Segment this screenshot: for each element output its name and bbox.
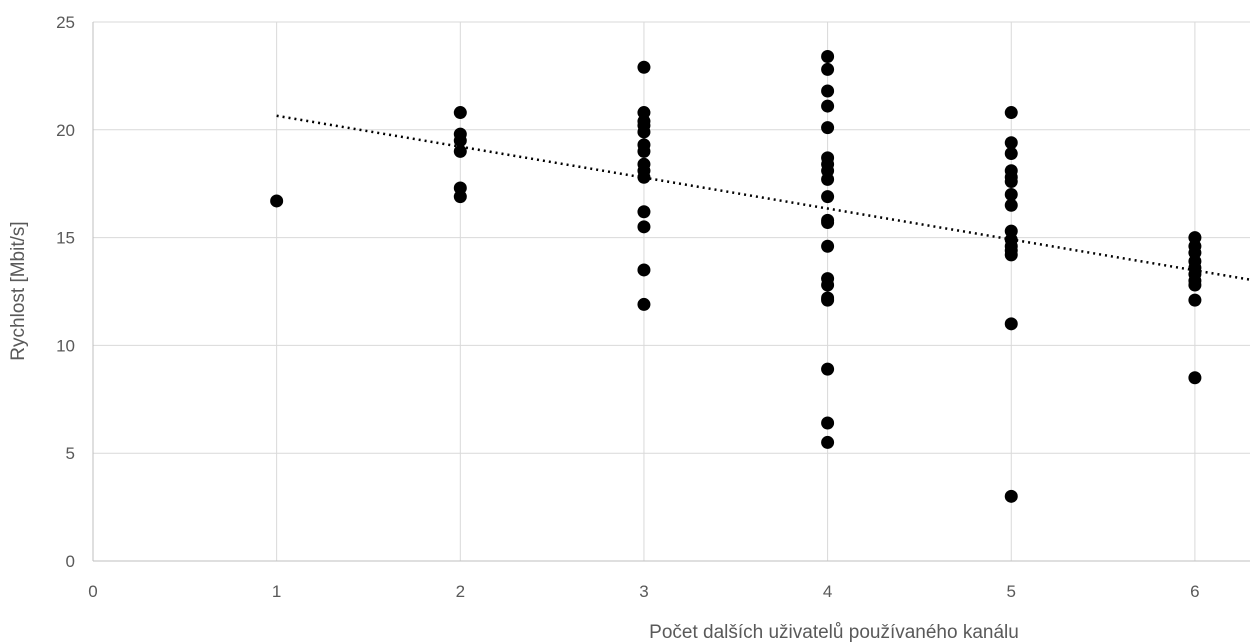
data-point	[821, 190, 835, 204]
x-tick-label: 3	[639, 582, 648, 601]
data-point	[1004, 147, 1018, 161]
data-point	[1188, 293, 1202, 307]
x-tick-label: 5	[1007, 582, 1016, 601]
data-point	[821, 62, 835, 76]
data-point	[821, 172, 835, 186]
data-point	[453, 190, 467, 204]
data-point	[1188, 278, 1202, 292]
data-point	[1004, 248, 1018, 262]
data-point	[1188, 371, 1202, 385]
data-point	[821, 416, 835, 430]
x-tick-label: 0	[88, 582, 97, 601]
y-tick-label: 5	[66, 444, 75, 463]
axes	[92, 22, 1250, 562]
data-point	[1004, 198, 1018, 212]
y-axis-title: Rychlost [Mbit/s]	[8, 221, 29, 360]
data-point	[453, 134, 467, 148]
data-point	[637, 205, 651, 219]
data-point	[1004, 175, 1018, 189]
x-axis-title: Počet dalších uživatelů používaného kaná…	[649, 622, 1019, 643]
data-point	[637, 220, 651, 234]
data-point	[821, 278, 835, 292]
x-tick-label: 1	[272, 582, 281, 601]
data-point	[637, 125, 651, 139]
y-tick-label: 0	[66, 552, 75, 571]
data-point	[637, 263, 651, 277]
y-tick-label: 20	[56, 121, 75, 140]
data-point	[1004, 187, 1018, 201]
data-point	[637, 144, 651, 158]
data-point	[821, 99, 835, 113]
trendline	[276, 114, 1250, 281]
data-point	[821, 49, 835, 63]
data-point	[1004, 317, 1018, 331]
data-points	[270, 49, 1202, 503]
data-point	[1004, 136, 1018, 150]
x-tick-label: 4	[823, 582, 832, 601]
data-point	[1004, 106, 1018, 120]
tick-labels: 0 5 10 15 20 25 0 1 2 3 4 5 6	[56, 13, 1200, 601]
data-point	[637, 297, 651, 311]
data-point	[821, 216, 835, 230]
y-tick-label: 15	[56, 229, 75, 248]
data-point	[821, 293, 835, 307]
y-tick-label: 25	[56, 13, 75, 32]
data-point	[821, 84, 835, 98]
x-tick-label: 6	[1190, 582, 1199, 601]
data-point	[453, 106, 467, 120]
data-point	[821, 121, 835, 135]
x-tick-label: 2	[456, 582, 465, 601]
data-point	[637, 170, 651, 184]
data-point	[270, 194, 284, 208]
data-point	[821, 239, 835, 253]
trendline-group	[276, 114, 1250, 281]
data-point	[1004, 489, 1018, 503]
data-point	[821, 435, 835, 449]
data-point	[453, 144, 467, 158]
gridlines	[93, 21, 1250, 561]
y-tick-label: 10	[56, 336, 75, 355]
data-point	[637, 60, 651, 74]
data-point	[821, 362, 835, 376]
